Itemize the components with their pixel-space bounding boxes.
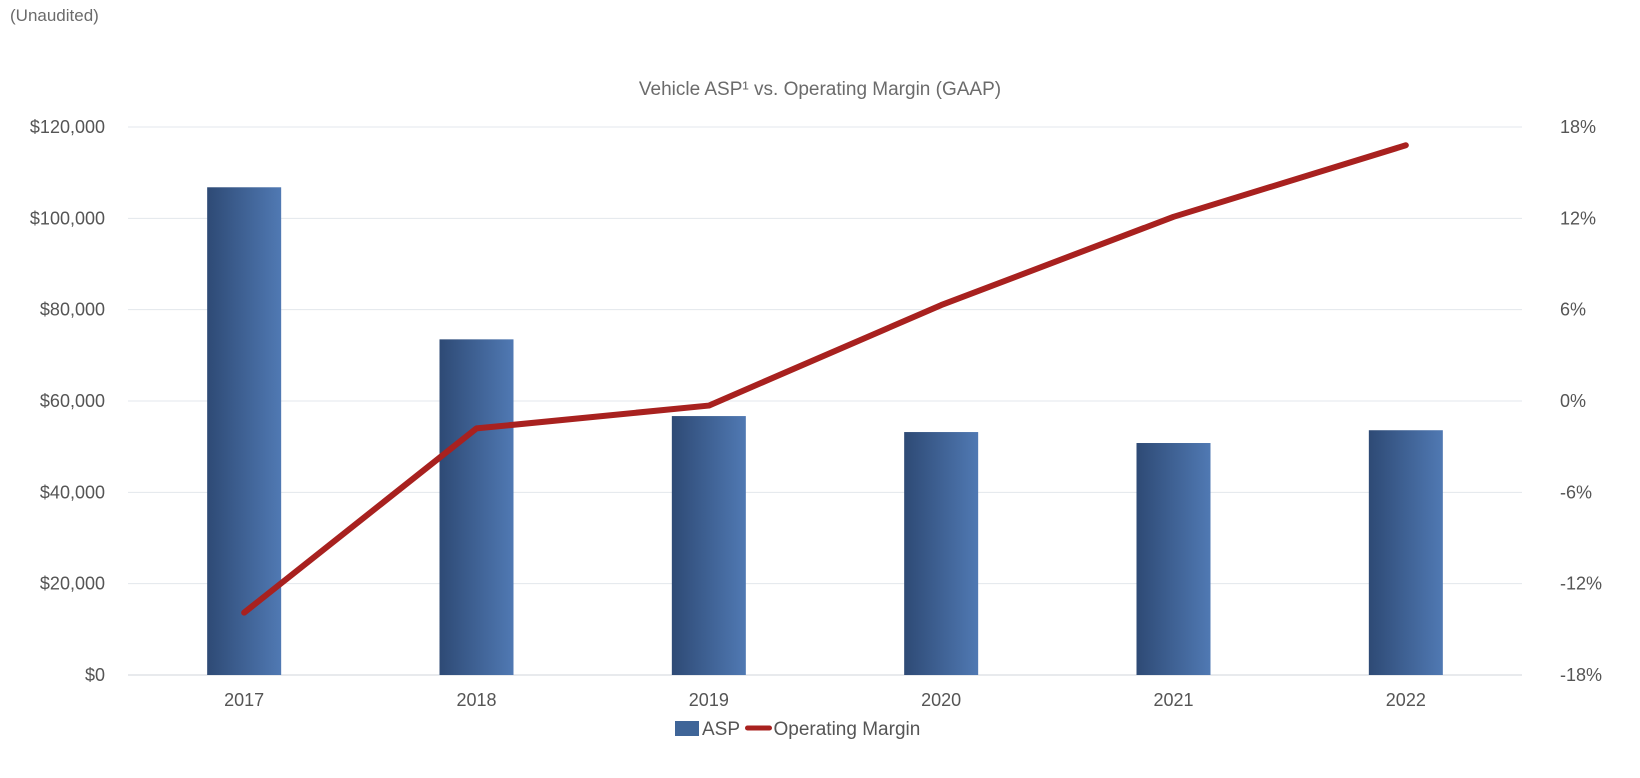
- asp-bar: [904, 432, 979, 675]
- left-tick-label: $40,000: [40, 482, 105, 502]
- page-subtitle: (Unaudited): [10, 6, 99, 25]
- right-tick-label: -12%: [1560, 574, 1602, 594]
- right-tick-label: 18%: [1560, 117, 1596, 137]
- operating-margin-line: [241, 142, 1409, 616]
- asp-bar: [1368, 430, 1443, 675]
- x-axis: 2017 2018 2019 2020 2021 2022: [224, 690, 1426, 710]
- right-tick-label: -18%: [1560, 665, 1602, 685]
- right-axis: -18% -12% -6% 0% 6% 12% 18%: [1560, 117, 1602, 685]
- right-tick-label: 6%: [1560, 300, 1586, 320]
- x-tick-label: 2017: [224, 690, 264, 710]
- left-tick-label: $0: [85, 665, 105, 685]
- operating-margin-series: [241, 142, 1409, 616]
- gridlines: [128, 126, 1522, 676]
- left-tick-label: $20,000: [40, 574, 105, 594]
- asp-bar: [207, 187, 282, 675]
- left-axis: $0 $20,000 $40,000 $60,000 $80,000 $100,000 $1…: [30, 117, 105, 685]
- x-tick-label: 2019: [689, 690, 729, 710]
- x-tick-label: 2022: [1386, 690, 1426, 710]
- operating-margin-point: [708, 405, 710, 407]
- asp-bars: [207, 187, 1443, 675]
- asp-bar: [439, 339, 514, 675]
- legend-asp-swatch: [675, 721, 699, 736]
- operating-margin-point: [243, 612, 245, 614]
- x-tick-label: 2020: [921, 690, 961, 710]
- right-tick-label: -6%: [1560, 482, 1592, 502]
- left-tick-label: $120,000: [30, 117, 105, 137]
- operating-margin-point: [1405, 144, 1407, 146]
- operating-margin-point: [1173, 216, 1174, 218]
- asp-bar: [1136, 443, 1211, 675]
- right-tick-label: 0%: [1560, 391, 1586, 411]
- operating-margin-point: [476, 427, 477, 429]
- legend: ASP Operating Margin: [675, 719, 920, 740]
- left-tick-label: $60,000: [40, 391, 105, 411]
- left-tick-label: $100,000: [30, 208, 105, 228]
- left-tick-label: $80,000: [40, 300, 105, 320]
- chart-title: Vehicle ASP¹ vs. Operating Margin (GAAP): [639, 79, 1001, 100]
- x-tick-label: 2018: [456, 690, 496, 710]
- legend-label: ASP: [702, 719, 740, 740]
- operating-margin-point: [940, 304, 942, 306]
- asp-bar: [671, 416, 746, 675]
- x-tick-label: 2021: [1153, 690, 1193, 710]
- legend-label: Operating Margin: [774, 719, 921, 740]
- right-tick-label: 12%: [1560, 208, 1596, 228]
